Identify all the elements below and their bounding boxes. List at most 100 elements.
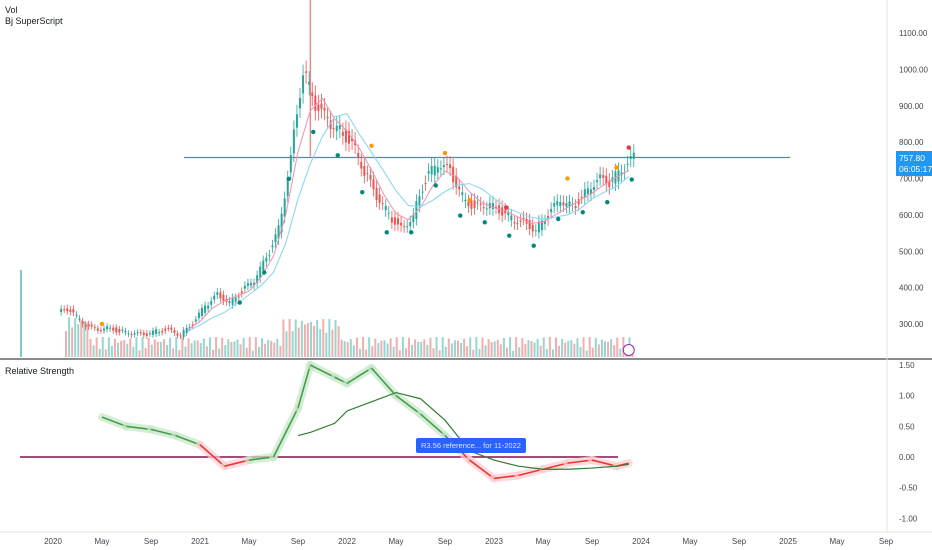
rs-axis-tick: 0.50 <box>899 422 915 431</box>
volume-bar <box>86 322 89 357</box>
volume-bar <box>585 350 588 357</box>
candle-body <box>580 196 583 198</box>
signal-dot <box>384 230 389 235</box>
candle-body <box>599 174 602 179</box>
volume-bar <box>184 346 187 357</box>
candle-body <box>344 129 347 143</box>
rs-line-segment <box>126 425 152 431</box>
candle-body <box>629 156 632 159</box>
candle-body <box>133 333 136 335</box>
candle-body <box>213 295 216 300</box>
candle-body <box>234 297 237 302</box>
price-axis-tick: 900.00 <box>899 102 924 111</box>
volume-bar <box>450 343 453 357</box>
volume-bar <box>89 338 92 357</box>
volume-bar <box>604 341 606 357</box>
volume-bar <box>150 344 153 357</box>
candle-body <box>99 330 102 332</box>
candle-body <box>277 225 280 239</box>
volume-bar <box>114 338 116 357</box>
volume-bar <box>349 339 352 357</box>
time-axis-tick: Sep <box>144 537 159 546</box>
signal-dot <box>531 243 536 248</box>
last-price-badge: 757.80 06:05:17 <box>896 151 932 176</box>
time-axis-tick: May <box>388 537 403 546</box>
volume-bar <box>484 345 487 357</box>
volume-bar <box>279 345 282 357</box>
candle-body <box>366 173 369 175</box>
volume-bar <box>120 340 123 357</box>
volume-bar <box>469 337 472 357</box>
volume-bar <box>607 342 610 357</box>
volume-bar <box>212 349 214 357</box>
candle-body <box>283 198 286 217</box>
rs-tooltip: R3.56 reference... for 11-2022 <box>416 438 526 453</box>
candle-body <box>387 212 390 214</box>
volume-bar <box>273 342 276 357</box>
candle-body <box>317 104 320 111</box>
candle-body <box>442 165 445 168</box>
candle-body <box>246 283 249 286</box>
volume-bar <box>561 338 564 357</box>
volume-bar <box>313 325 316 357</box>
volume-bar <box>533 342 536 357</box>
volume-bar <box>404 348 407 357</box>
volume-bar <box>316 320 319 357</box>
volume-bar <box>613 345 616 357</box>
signal-dot <box>311 129 316 135</box>
signal-dot <box>409 230 414 235</box>
candle-body <box>556 201 559 206</box>
volume-bar <box>141 337 144 357</box>
rs-axis-tick: -0.50 <box>899 484 918 493</box>
candle-body <box>142 332 145 335</box>
candle-body <box>335 125 338 132</box>
time-axis-tick: 2020 <box>44 537 62 546</box>
price-axis-tick: 1000.00 <box>899 65 928 74</box>
candle-body <box>170 327 173 330</box>
volume-bar <box>175 337 178 357</box>
volume-bar <box>453 340 456 357</box>
rs-line-segment <box>567 459 593 464</box>
volume-bar <box>199 343 202 357</box>
volume-bar <box>359 348 361 357</box>
volume-bar <box>493 341 496 357</box>
candle-body <box>381 203 384 205</box>
rs-line-segment <box>224 459 250 467</box>
volume-bar <box>536 338 539 357</box>
candle-body <box>210 301 213 305</box>
volume-bar <box>564 342 567 357</box>
rs-axis-tick: 0.00 <box>899 453 915 462</box>
signal-dot <box>565 176 570 181</box>
bar-countdown: 06:05:17 <box>899 164 932 174</box>
candle-body <box>550 208 553 213</box>
volume-bar <box>218 348 221 357</box>
signal-dot <box>99 321 105 327</box>
volume-bar <box>481 337 484 357</box>
candle-body <box>540 220 543 231</box>
candle-body <box>237 296 240 298</box>
volume-bar <box>389 338 392 357</box>
volume-bar <box>123 340 126 357</box>
candle-body <box>103 328 105 331</box>
candle-body <box>421 191 424 193</box>
signal-dot <box>614 165 619 170</box>
price-axis-tick: 800.00 <box>899 138 924 147</box>
candle-body <box>586 188 589 195</box>
volume-bar <box>463 338 466 357</box>
volume-bar <box>132 346 135 357</box>
candle-body <box>274 234 277 243</box>
candle-body <box>507 212 510 216</box>
candle-body <box>547 215 550 220</box>
candle-body <box>522 217 525 219</box>
volume-bar <box>83 321 86 357</box>
volume-bar <box>208 337 211 357</box>
candle-body <box>182 330 185 338</box>
volume-bar <box>282 319 285 357</box>
volume-bar <box>196 340 199 357</box>
volume-bar <box>435 337 438 357</box>
candle-body <box>161 331 164 333</box>
candle-body <box>60 308 63 312</box>
time-axis-tick: 2023 <box>485 537 503 546</box>
candle-body <box>164 328 167 331</box>
